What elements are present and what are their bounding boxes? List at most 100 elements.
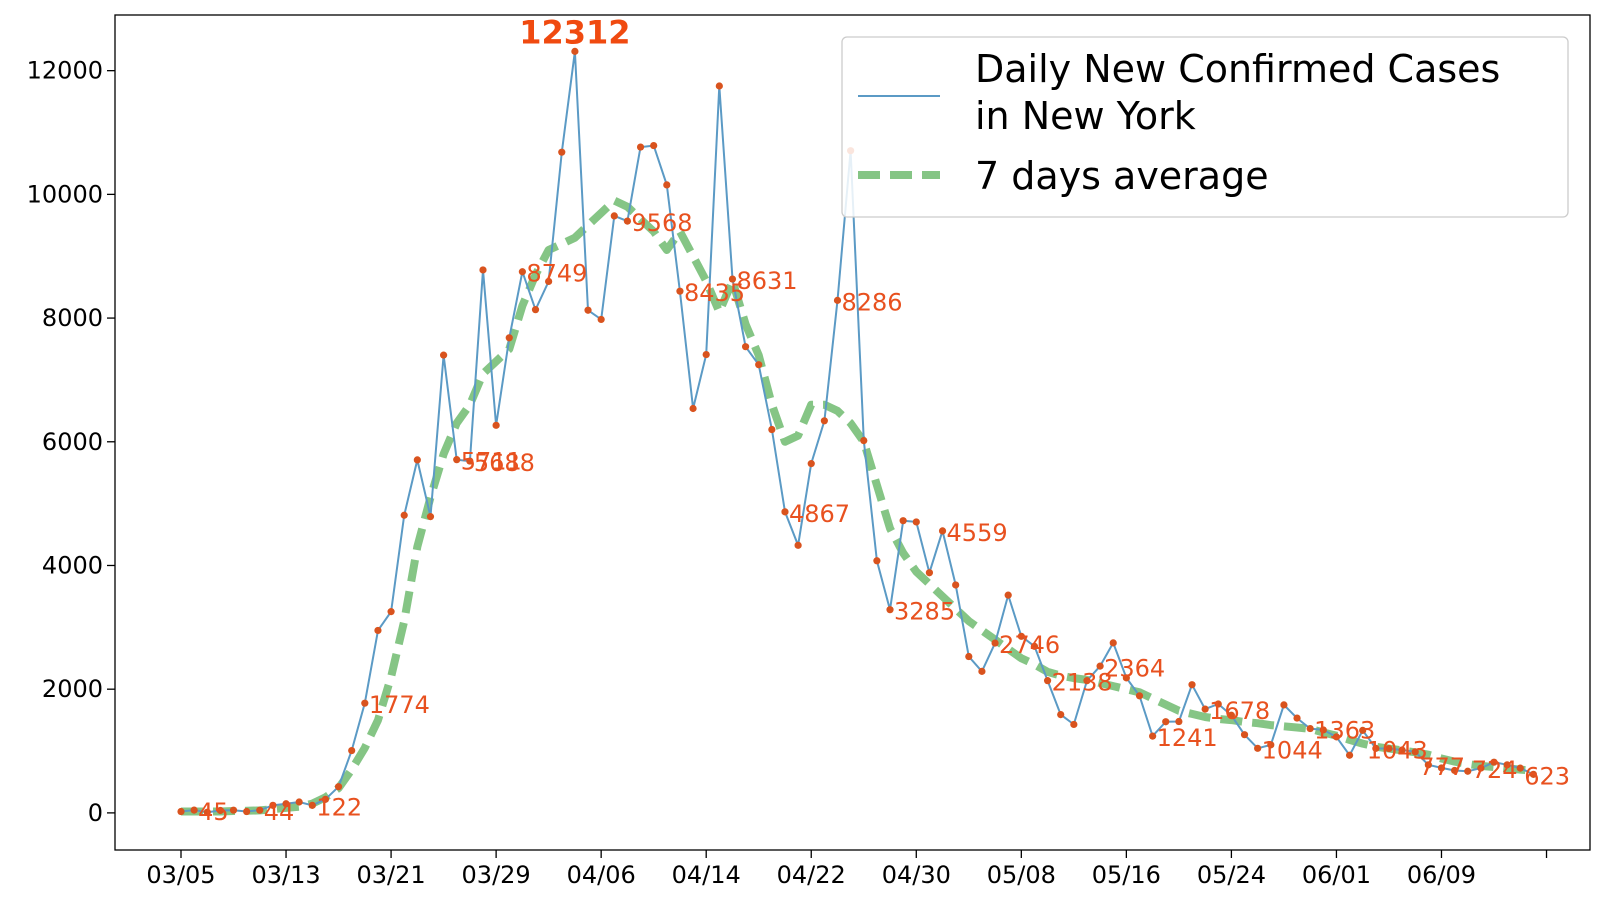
- daily-point-60: [965, 652, 973, 661]
- daily-point-47: [794, 541, 802, 549]
- data-label-58: 4559: [947, 519, 1008, 547]
- daily-point-70: [1096, 662, 1104, 670]
- daily-point-50: [833, 296, 842, 304]
- daily-point-33: [610, 212, 618, 220]
- data-label-78: 1678: [1209, 697, 1270, 725]
- daily-point-86: [1306, 724, 1314, 733]
- x-tick-label-7: 04/30: [882, 861, 951, 889]
- data-label-50: 8286: [842, 288, 903, 316]
- data-label-102: 623: [1524, 762, 1570, 790]
- daily-point-82: [1254, 744, 1262, 752]
- daily-point-37: [663, 181, 671, 189]
- daily-point-0: [177, 807, 185, 816]
- daily-point-8: [282, 800, 290, 808]
- x-tick-label-10: 05/24: [1197, 861, 1266, 889]
- daily-point-32: [597, 315, 605, 324]
- x-tick-label-6: 04/22: [777, 861, 846, 889]
- daily-point-17: [400, 511, 408, 519]
- data-label-14: 1774: [369, 691, 430, 719]
- daily-point-21: [453, 456, 461, 464]
- legend-daily-label: Daily New Confirmed Cases in New York: [975, 47, 1512, 138]
- daily-point-102: [1516, 764, 1524, 772]
- x-tick-label-0: 03/05: [146, 861, 215, 889]
- x-axis: 03/05 03/13 03/21 03/29 04/06 04/14 04/22 04/30…: [146, 850, 1548, 889]
- daily-point-62: [991, 639, 999, 647]
- x-tick-label-8: 05/08: [987, 861, 1056, 889]
- daily-point-16: [387, 608, 395, 616]
- data-label-6: 44: [264, 798, 295, 826]
- daily-point-88: [1332, 733, 1341, 741]
- daily-point-38: [676, 287, 684, 295]
- y-tick-label-2000: 2000: [42, 675, 103, 703]
- data-label-74: 1241: [1157, 724, 1218, 752]
- daily-point-57: [925, 569, 934, 577]
- daily-point-7: [269, 801, 277, 809]
- daily-point-41: [715, 82, 723, 90]
- daily-point-85: [1293, 714, 1301, 722]
- daily-point-12: [334, 783, 343, 791]
- x-tick-label-2: 03/21: [356, 861, 425, 889]
- y-tick-label-0: 0: [88, 799, 103, 827]
- peak-label: 12312: [519, 13, 630, 51]
- daily-point-81: [1240, 731, 1249, 739]
- data-label-94: 777: [1419, 753, 1465, 781]
- x-tick-label-4: 04/06: [567, 861, 636, 889]
- data-label-98: 724: [1472, 756, 1518, 784]
- daily-point-14: [361, 699, 369, 707]
- daily-point-3: [216, 806, 224, 815]
- daily-point-9: [295, 798, 303, 806]
- daily-point-5: [243, 807, 251, 816]
- daily-point-93: [1398, 746, 1406, 754]
- daily-point-64: [1017, 632, 1025, 640]
- daily-point-49: [820, 417, 828, 425]
- legend-daily-line2: in New York: [975, 94, 1196, 138]
- daily-point-66: [1043, 677, 1052, 685]
- data-label-82: 1044: [1262, 736, 1323, 764]
- daily-point-4: [229, 806, 238, 814]
- daily-point-72: [1122, 674, 1130, 682]
- daily-point-27: [531, 306, 540, 314]
- daily-point-1: [190, 806, 198, 814]
- daily-point-23: [479, 266, 487, 274]
- data-label-42: 8631: [736, 267, 797, 295]
- y-tick-label-4000: 4000: [42, 551, 103, 579]
- daily-point-78: [1201, 705, 1209, 713]
- daily-point-61: [978, 667, 986, 675]
- daily-point-53: [873, 557, 881, 565]
- x-tick-label-12: 06/09: [1407, 861, 1476, 889]
- data-label-62: 2746: [999, 631, 1060, 659]
- daily-point-11: [321, 795, 330, 803]
- daily-point-35: [636, 143, 645, 151]
- daily-point-42: [728, 275, 737, 283]
- daily-point-36: [650, 141, 658, 150]
- daily-point-24: [492, 421, 500, 429]
- daily-point-69: [1083, 677, 1091, 685]
- daily-point-96: [1437, 764, 1446, 772]
- daily-point-67: [1057, 711, 1065, 719]
- daily-point-39: [689, 404, 697, 413]
- x-tick-label-5: 04/14: [672, 861, 741, 889]
- daily-point-71: [1109, 639, 1117, 647]
- daily-point-65: [1030, 642, 1039, 650]
- daily-point-83: [1267, 741, 1275, 749]
- x-tick-label-3: 03/29: [462, 861, 531, 889]
- daily-point-103: [1529, 770, 1537, 778]
- y-tick-label-12000: 12000: [27, 57, 103, 85]
- data-label-70: 2364: [1104, 655, 1165, 683]
- y-axis: 0 2000 4000 6000 8000 10000 12000: [27, 57, 115, 827]
- daily-point-79: [1214, 700, 1222, 708]
- daily-point-89: [1345, 751, 1354, 759]
- daily-point-94: [1411, 748, 1419, 756]
- daily-point-56: [912, 518, 920, 526]
- x-tick-label-9: 05/16: [1092, 861, 1161, 889]
- x-tick-label-1: 03/13: [251, 861, 320, 889]
- daily-point-2: [203, 808, 211, 816]
- daily-point-15: [374, 626, 382, 635]
- data-label-66: 2138: [1052, 669, 1113, 697]
- data-label-1: 45: [198, 798, 229, 826]
- daily-point-30: [571, 47, 579, 55]
- y-tick-label-6000: 6000: [42, 428, 103, 456]
- legend: Daily New Confirmed Cases in New York 7 …: [841, 36, 1569, 218]
